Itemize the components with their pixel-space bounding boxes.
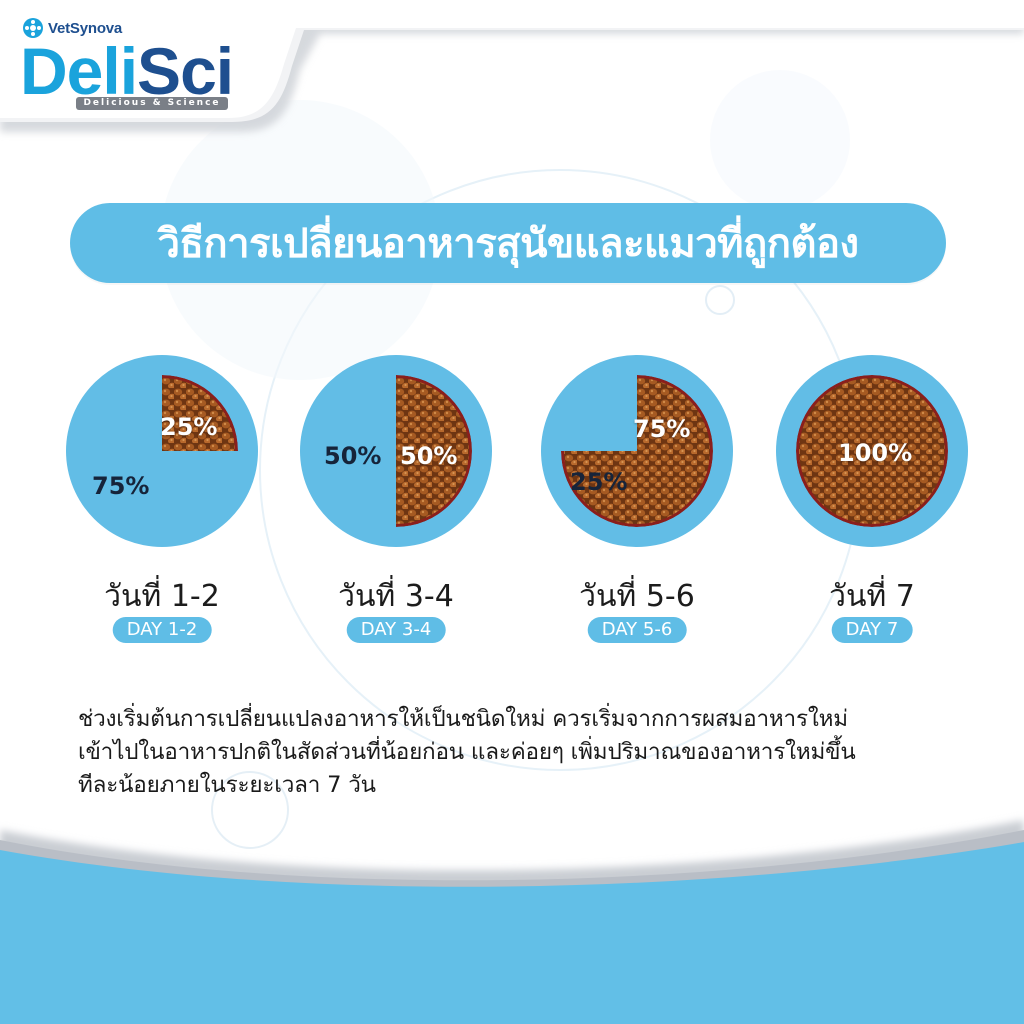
day-label-thai: วันที่ 1-2 bbox=[104, 579, 220, 614]
step-day-3-4: 50% 50% วันที่ 3-4 DAY 3-4 bbox=[286, 355, 506, 655]
pie-slice-kibble bbox=[564, 378, 710, 524]
new-food-percent: 75% bbox=[633, 415, 691, 443]
day-label-thai: วันที่ 7 bbox=[829, 579, 915, 614]
old-food-percent: 50% bbox=[324, 442, 382, 470]
delisci-wordmark: DeliSci bbox=[20, 34, 234, 108]
mix-ratio-pie bbox=[776, 355, 968, 547]
description-paragraph: ช่วงเริ่มต้นการเปลี่ยนแปลงอาหารให้เป็นชน… bbox=[78, 703, 958, 802]
vetsynova-logo-icon bbox=[23, 18, 43, 38]
step-day-7: 100% วันที่ 7 DAY 7 bbox=[762, 355, 982, 655]
day-badge: DAY 5-6 bbox=[587, 617, 687, 643]
description-line: ช่วงเริ่มต้นการเปลี่ยนแปลงอาหารให้เป็นชน… bbox=[78, 706, 848, 732]
description-line: เข้าไปในอาหารปกติในสัดส่วนที่น้อยก่อน แล… bbox=[78, 739, 856, 765]
pie-slice-kibble bbox=[396, 378, 469, 524]
day-badge: DAY 1-2 bbox=[112, 617, 212, 643]
step-day-5-6: 25% 75% วันที่ 5-6 DAY 5-6 bbox=[527, 355, 747, 655]
old-food-percent: 25% bbox=[570, 468, 628, 496]
mix-ratio-pie bbox=[300, 355, 492, 547]
new-food-percent: 25% bbox=[160, 413, 218, 441]
logo-tagline: Delicious & Science bbox=[76, 97, 228, 110]
day-label-thai: วันที่ 5-6 bbox=[579, 579, 695, 614]
old-food-percent: 75% bbox=[92, 472, 150, 500]
mix-ratio-pie bbox=[541, 355, 733, 547]
logo: VetSynova DeliSci Delicious & Science bbox=[0, 0, 300, 118]
pie-slice-kibble bbox=[162, 378, 235, 451]
description-line: ทีละน้อยภายในระยะเวลา 7 วัน bbox=[78, 772, 376, 798]
wordmark-sci: Sci bbox=[137, 34, 234, 108]
day-badge: DAY 3-4 bbox=[346, 617, 446, 643]
step-day-1-2: 75% 25% วันที่ 1-2 DAY 1-2 bbox=[52, 355, 272, 655]
day-label-thai: วันที่ 3-4 bbox=[338, 579, 454, 614]
company-name: VetSynova bbox=[48, 19, 123, 37]
brand-row: VetSynova bbox=[22, 14, 122, 42]
page-title: วิธีการเปลี่ยนอาหารสุนัขและแมวที่ถูกต้อง bbox=[157, 221, 859, 267]
wordmark-deli: Deli bbox=[20, 34, 138, 108]
mix-ratio-pie bbox=[66, 355, 258, 547]
new-food-percent: 50% bbox=[400, 442, 458, 470]
pie-slice-kibble bbox=[799, 378, 945, 524]
new-food-percent: 100% bbox=[838, 439, 913, 467]
title-banner: วิธีการเปลี่ยนอาหารสุนัขและแมวที่ถูกต้อง bbox=[70, 203, 946, 283]
day-badge: DAY 7 bbox=[831, 617, 913, 643]
